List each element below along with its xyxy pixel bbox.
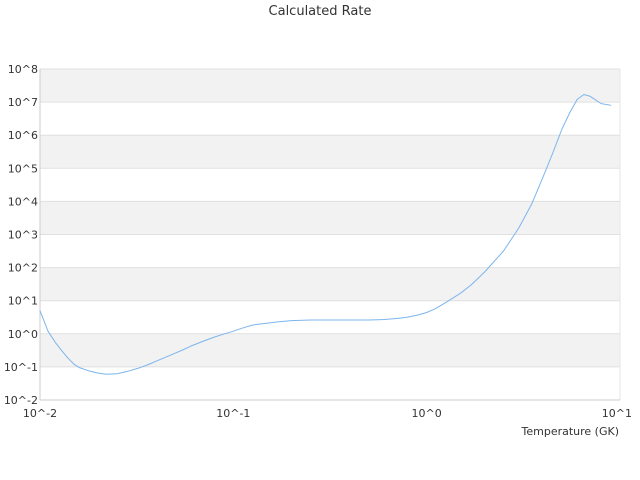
grid-band <box>40 333 620 367</box>
x-tick-label: 10^-1 <box>216 407 250 420</box>
x-tick-label: 10^-2 <box>23 407 57 420</box>
chart-title: Calculated Rate <box>268 4 372 19</box>
grid-band <box>40 102 620 136</box>
y-tick-label: 10^2 <box>8 262 38 275</box>
y-tick-label: 10^3 <box>8 229 38 242</box>
y-tick-label: 10^8 <box>8 63 38 76</box>
y-axis: 10^-2 10^-1 10^0 10^1 10^2 10^3 10^4 10^5 10^6 10… <box>4 63 38 407</box>
series-group <box>39 93 612 375</box>
y-tick-label: 10^7 <box>8 96 38 109</box>
grid-band <box>40 135 620 169</box>
y-tick-label: 10^0 <box>8 328 38 341</box>
grid-bands <box>40 69 620 400</box>
x-axis: 10^-2 10^-1 10^0 10^1 <box>23 407 632 420</box>
y-tick-label: 10^4 <box>8 195 38 208</box>
grid-band <box>40 69 620 103</box>
grid-band <box>40 201 620 235</box>
y-tick-label: 10^-1 <box>4 361 38 374</box>
grid-band <box>40 234 620 268</box>
y-tick-label: 10^6 <box>8 129 38 142</box>
grid-band <box>40 300 620 334</box>
grid-band <box>40 168 620 202</box>
x-tick-label: 10^1 <box>602 407 632 420</box>
y-tick-label: 10^5 <box>8 162 38 175</box>
grid-band <box>40 267 620 301</box>
x-tick-label: 10^0 <box>412 407 442 420</box>
y-tick-label: 10^1 <box>8 295 38 308</box>
series-line <box>39 93 612 375</box>
y-tick-label: 10^-2 <box>4 394 38 407</box>
x-axis-label: Temperature (GK) <box>521 425 620 438</box>
grid-band <box>40 366 620 400</box>
grid-lines <box>39 68 621 401</box>
